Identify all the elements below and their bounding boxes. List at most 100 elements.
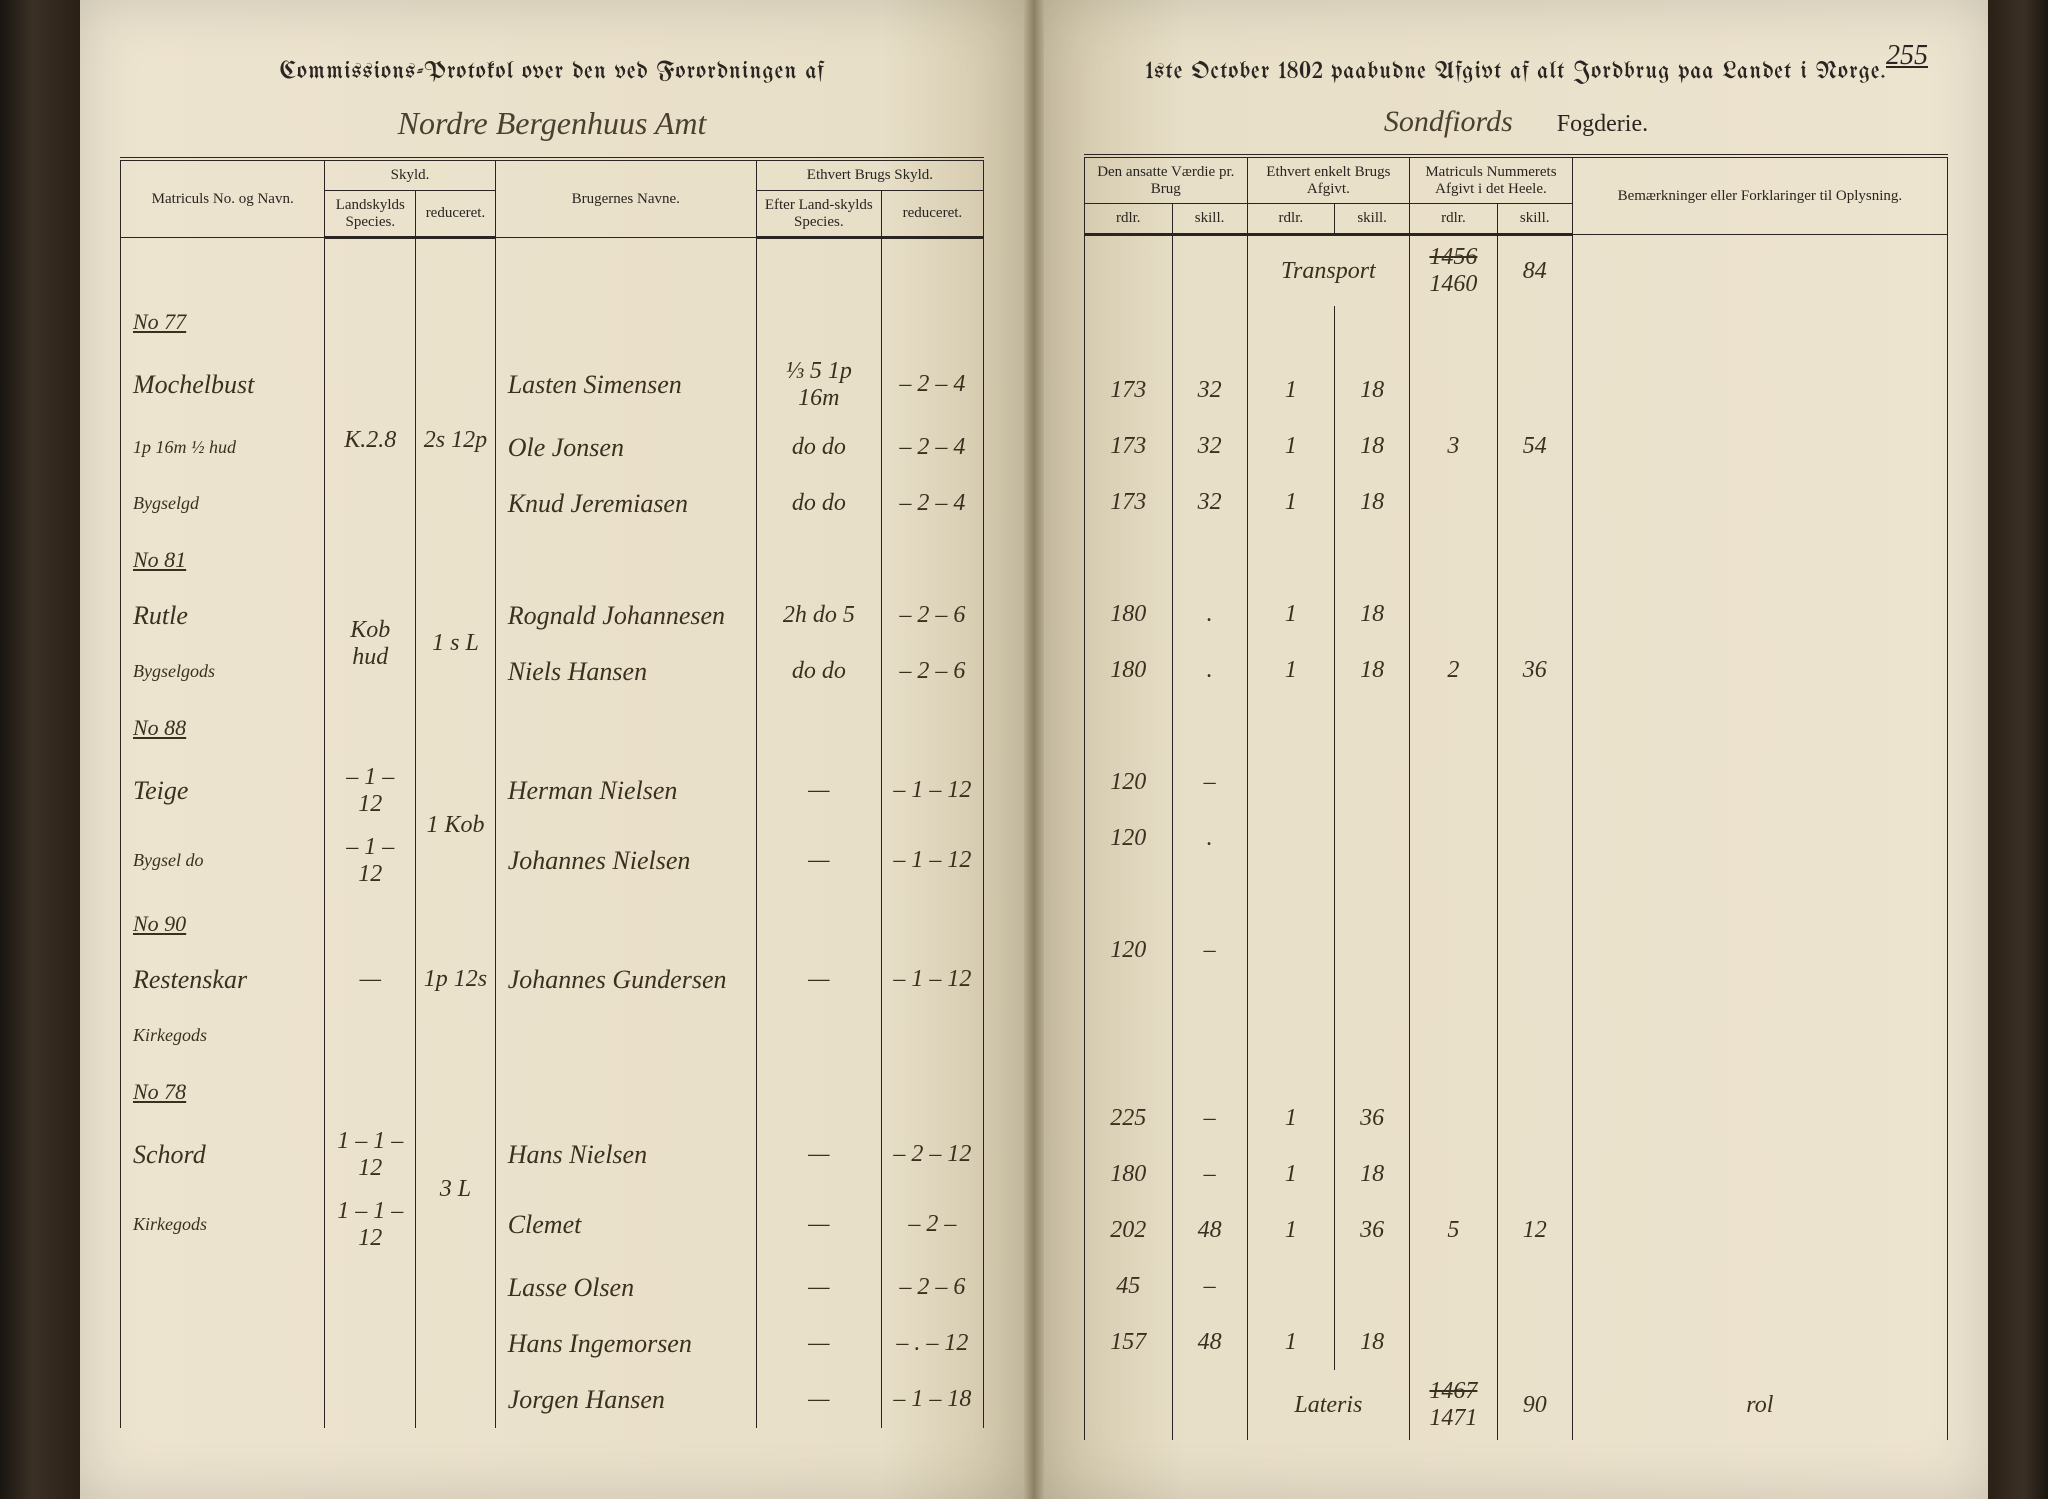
col-nummerets: Matriculs Nummerets Afgivt i det Heele. bbox=[1410, 156, 1573, 204]
reduc-cell: 2s 12p bbox=[416, 350, 495, 532]
red-cell: – 2 – bbox=[881, 1190, 983, 1260]
value-rdlr: 157 bbox=[1085, 1314, 1173, 1370]
afgivt-skill: 18 bbox=[1335, 418, 1410, 474]
col-rdlr: rdlr. bbox=[1247, 204, 1335, 235]
bruger-name: Johannes Nielsen bbox=[495, 826, 756, 896]
transport-skill: 84 bbox=[1497, 235, 1572, 307]
eft-cell: ⅓ 5 1p 16m bbox=[756, 350, 881, 420]
total-skill: 36 bbox=[1497, 642, 1572, 698]
bruger-name: Hans Ingemorsen bbox=[495, 1316, 756, 1372]
remark-cell: rol bbox=[1572, 1370, 1947, 1440]
afgivt-rdlr: 1 bbox=[1247, 1314, 1335, 1370]
value-rdlr: 180 bbox=[1085, 1146, 1173, 1202]
ledger-body-left: No 77 Mochelbust K.2.8 2s 12p Lasten Sim… bbox=[121, 238, 984, 1428]
red-cell: – 1 – 12 bbox=[881, 952, 983, 1008]
value-rdlr: 45 bbox=[1085, 1258, 1173, 1314]
red-cell: – . – 12 bbox=[881, 1316, 983, 1372]
eft-cell: — bbox=[756, 1260, 881, 1316]
skyld-cell: 1 – 1 – 12 bbox=[325, 1120, 416, 1190]
transport-amount: 1456 1460 bbox=[1410, 235, 1498, 307]
ledger-body-right: Transport 1456 1460 84 173 32 1 18 bbox=[1085, 235, 1948, 1441]
ledger-table-right: Den ansatte Værdie pr. Brug Ethvert enke… bbox=[1084, 154, 1948, 1440]
skyld-cell: 1 – 1 – 12 bbox=[325, 1190, 416, 1260]
value-skill: 32 bbox=[1172, 418, 1247, 474]
value-rdlr: 180 bbox=[1085, 586, 1173, 642]
bruger-name: Lasten Simensen bbox=[495, 350, 756, 420]
total-skill: 54 bbox=[1497, 418, 1572, 474]
col-landskyld: Landskylds Species. bbox=[325, 191, 416, 238]
ledger-page-left: Commissions-Protokol over den ved Forord… bbox=[80, 0, 1024, 1499]
farm-name: Teige bbox=[121, 756, 325, 826]
afgivt-rdlr: 1 bbox=[1247, 1202, 1335, 1258]
col-brugernes: Brugernes Navne. bbox=[495, 159, 756, 238]
entry-no: No 78 bbox=[121, 1064, 325, 1120]
value-rdlr: 173 bbox=[1085, 362, 1173, 418]
afgivt-rdlr: 1 bbox=[1247, 642, 1335, 698]
afgivt-skill: 18 bbox=[1335, 586, 1410, 642]
farm-name: Restenskar bbox=[121, 952, 325, 1008]
eft-cell: — bbox=[756, 1190, 881, 1260]
farm-name: Schord bbox=[121, 1120, 325, 1190]
col-skill: skill. bbox=[1497, 204, 1572, 235]
farm-name: Rutle bbox=[121, 588, 325, 644]
eft-cell: — bbox=[756, 1120, 881, 1190]
skyld-cell: K.2.8 bbox=[325, 350, 416, 532]
value-rdlr: 180 bbox=[1085, 642, 1173, 698]
farm-sub: Bygselgods bbox=[121, 644, 325, 700]
ledger-table-left: Matriculs No. og Navn. Skyld. Brugernes … bbox=[120, 157, 984, 1428]
book-spine bbox=[1024, 0, 1044, 1499]
value-skill: . bbox=[1172, 586, 1247, 642]
reduc-cell: 3 L bbox=[416, 1120, 495, 1260]
col-efterland: Efter Land-skylds Species. bbox=[756, 191, 881, 238]
red-cell: – 2 – 4 bbox=[881, 476, 983, 532]
value-rdlr: 120 bbox=[1085, 922, 1173, 978]
value-rdlr: 173 bbox=[1085, 474, 1173, 530]
total-rdlr: 2 bbox=[1410, 642, 1498, 698]
col-matriculs: Matriculs No. og Navn. bbox=[121, 159, 325, 238]
col-skill: skill. bbox=[1172, 204, 1247, 235]
farm-sub: 1p 16m ½ hud bbox=[121, 420, 325, 476]
col-skill: skill. bbox=[1335, 204, 1410, 235]
header-fogderie-name: Sondfiords bbox=[1384, 105, 1513, 138]
entry-no: No 90 bbox=[121, 896, 325, 952]
reduc-cell: 1p 12s bbox=[416, 952, 495, 1008]
eft-cell: do do bbox=[756, 420, 881, 476]
red-cell: – 2 – 12 bbox=[881, 1120, 983, 1190]
farm-sub: Bygsel do bbox=[121, 826, 325, 896]
afgivt-skill: 18 bbox=[1335, 1146, 1410, 1202]
eft-cell: — bbox=[756, 1372, 881, 1428]
farm-sub: Kirkegods bbox=[121, 1190, 325, 1260]
col-skyld: Skyld. bbox=[325, 159, 495, 191]
afgivt-rdlr: 1 bbox=[1247, 586, 1335, 642]
bruger-name: Knud Jeremiasen bbox=[495, 476, 756, 532]
value-rdlr: 225 bbox=[1085, 1090, 1173, 1146]
skyld-cell: — bbox=[325, 952, 416, 1008]
afgivt-skill: 18 bbox=[1335, 362, 1410, 418]
afgivt-rdlr: 1 bbox=[1247, 474, 1335, 530]
red-cell: – 2 – 6 bbox=[881, 1260, 983, 1316]
bruger-name: Lasse Olsen bbox=[495, 1260, 756, 1316]
value-rdlr: 202 bbox=[1085, 1202, 1173, 1258]
afgivt-skill: 18 bbox=[1335, 474, 1410, 530]
transport-label: Transport bbox=[1247, 235, 1410, 307]
col-enkelt: Ethvert enkelt Brugs Afgivt. bbox=[1247, 156, 1410, 204]
value-rdlr: 120 bbox=[1085, 754, 1173, 810]
value-rdlr: 173 bbox=[1085, 418, 1173, 474]
book-binding-right bbox=[1988, 0, 2048, 1499]
total-rdlr: 3 bbox=[1410, 418, 1498, 474]
afgivt-skill: 36 bbox=[1335, 1090, 1410, 1146]
eft-cell: — bbox=[756, 826, 881, 896]
afgivt-rdlr: 1 bbox=[1247, 1146, 1335, 1202]
bruger-name: Jorgen Hansen bbox=[495, 1372, 756, 1428]
value-skill: – bbox=[1172, 1146, 1247, 1202]
reduc-cell: 1 Kob bbox=[416, 756, 495, 896]
eft-cell: — bbox=[756, 952, 881, 1008]
bruger-name: Rognald Johannesen bbox=[495, 588, 756, 644]
bruger-name: Clemet bbox=[495, 1190, 756, 1260]
entry-no: No 77 bbox=[121, 294, 325, 350]
eft-cell: — bbox=[756, 756, 881, 826]
entry-no: No 88 bbox=[121, 700, 325, 756]
col-reduceret2: reduceret. bbox=[881, 191, 983, 238]
total-rdlr: 5 bbox=[1410, 1202, 1498, 1258]
red-cell: – 1 – 12 bbox=[881, 756, 983, 826]
